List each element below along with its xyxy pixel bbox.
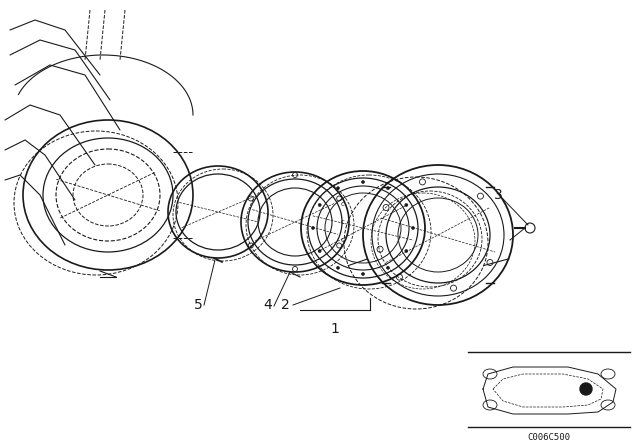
- Circle shape: [337, 187, 339, 190]
- Text: 4: 4: [264, 298, 273, 312]
- Circle shape: [580, 383, 592, 395]
- Circle shape: [318, 203, 321, 207]
- Circle shape: [387, 187, 390, 190]
- Text: 2: 2: [280, 298, 289, 312]
- Circle shape: [318, 250, 321, 253]
- Text: c: c: [341, 219, 345, 225]
- Circle shape: [362, 181, 365, 184]
- Text: c: c: [341, 237, 345, 243]
- Circle shape: [312, 227, 314, 229]
- Circle shape: [337, 267, 339, 269]
- Text: C006C500: C006C500: [527, 433, 570, 442]
- Circle shape: [387, 267, 390, 269]
- Circle shape: [405, 250, 408, 253]
- Circle shape: [405, 203, 408, 207]
- Circle shape: [412, 227, 415, 229]
- Text: 5: 5: [194, 298, 202, 312]
- Circle shape: [362, 272, 365, 276]
- Text: 1: 1: [331, 322, 339, 336]
- Text: c: c: [341, 201, 345, 207]
- Text: 3: 3: [493, 188, 502, 202]
